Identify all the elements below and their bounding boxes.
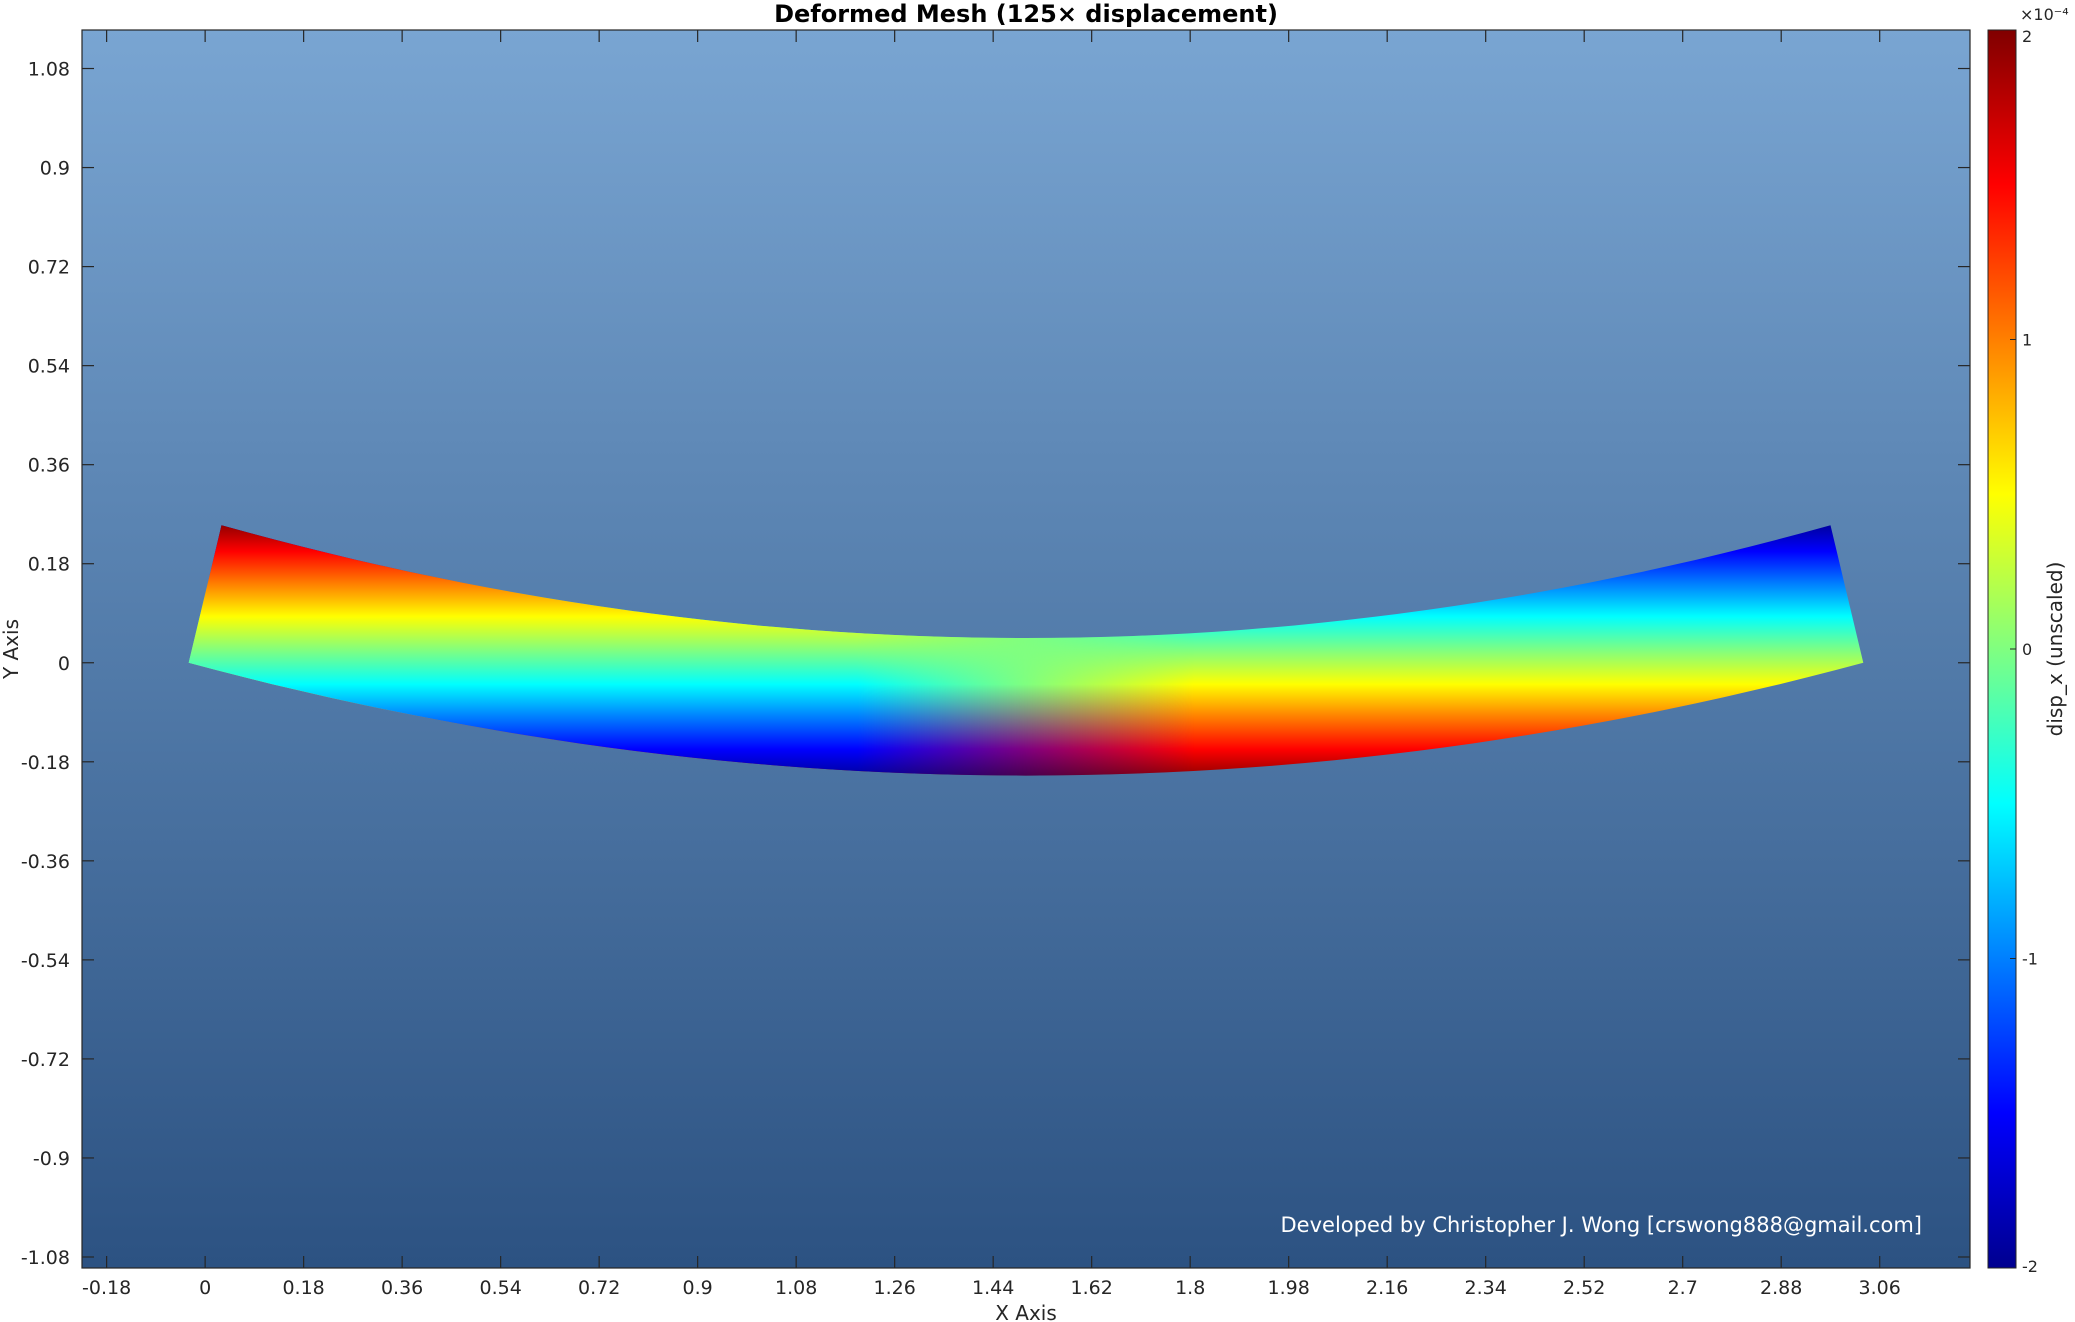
y-axis: 1.08 0.9 0.72 0.54 0.36 0.18 0 -0.18 -0.36 -0.54 -… (21, 59, 1970, 1269)
x-tick-label: 1.08 (775, 1277, 817, 1299)
y-tick-label: 0.18 (28, 554, 70, 576)
y-tick-label: 0 (58, 653, 70, 675)
y-tick-label: -0.72 (21, 1049, 70, 1071)
colorbar-tick-label: 1 (2022, 331, 2032, 350)
chart-title: Deformed Mesh (125× displacement) (774, 0, 1278, 28)
x-tick-label: 0.72 (578, 1277, 620, 1299)
colorbar-tick-label: 0 (2022, 640, 2032, 659)
y-tick-label: -0.54 (21, 950, 70, 972)
colorbar-ticks: 2 1 0 -1 -2 (2010, 27, 2038, 1276)
y-tick-label: 0.36 (28, 455, 70, 477)
x-tick-label: 1.44 (972, 1277, 1014, 1299)
y-tick-label: 0.72 (28, 257, 70, 279)
y-tick-label: 0.9 (40, 158, 70, 180)
x-axis-label: X Axis (995, 1301, 1057, 1322)
x-tick-label: 0.18 (282, 1277, 324, 1299)
colorbar-exponent: ×10⁻⁴ (2020, 5, 2069, 24)
y-axis-label: Y Axis (0, 619, 23, 680)
x-tick-label: 1.98 (1268, 1277, 1310, 1299)
colorbar-label: disp_x (unscaled) (2043, 562, 2067, 737)
colorbar-tick-label: -2 (2022, 1257, 2038, 1276)
x-tick-label: 0.9 (683, 1277, 713, 1299)
y-tick-label: -0.18 (21, 752, 70, 774)
y-tick-label: 1.08 (28, 59, 70, 81)
y-tick-label: 0.54 (28, 356, 70, 378)
x-axis: -0.18 0 0.18 0.36 0.54 0.72 0.9 1.08 1.26 1.44 1.6… (82, 30, 1901, 1299)
x-tick-label: -0.18 (82, 1277, 131, 1299)
x-tick-label: 1.26 (874, 1277, 916, 1299)
x-tick-label: 2.34 (1465, 1277, 1507, 1299)
y-tick-label: -0.36 (21, 851, 70, 873)
colorbar-tick-label: -1 (2022, 950, 2038, 969)
colorbar-tick-label: 2 (2022, 27, 2032, 46)
x-tick-label: 0 (199, 1277, 211, 1299)
x-tick-label: 1.8 (1175, 1277, 1205, 1299)
y-tick-label: -0.9 (33, 1148, 70, 1170)
x-tick-label: 0.54 (479, 1277, 521, 1299)
plot-frame (81, 29, 1971, 1269)
y-tick-label: -1.08 (21, 1247, 70, 1269)
x-tick-label: 3.06 (1859, 1277, 1901, 1299)
x-tick-label: 2.7 (1668, 1277, 1698, 1299)
credit-text: Developed by Christopher J. Wong [crswon… (1281, 1213, 1922, 1237)
x-tick-label: 1.62 (1071, 1277, 1113, 1299)
colorbar: 2 1 0 -1 -2 ×10⁻⁴ disp_x (unscaled) (1987, 5, 2069, 1276)
x-tick-label: 2.16 (1366, 1277, 1408, 1299)
x-tick-label: 2.88 (1760, 1277, 1802, 1299)
x-tick-label: 2.52 (1563, 1277, 1605, 1299)
x-tick-label: 0.36 (381, 1277, 423, 1299)
